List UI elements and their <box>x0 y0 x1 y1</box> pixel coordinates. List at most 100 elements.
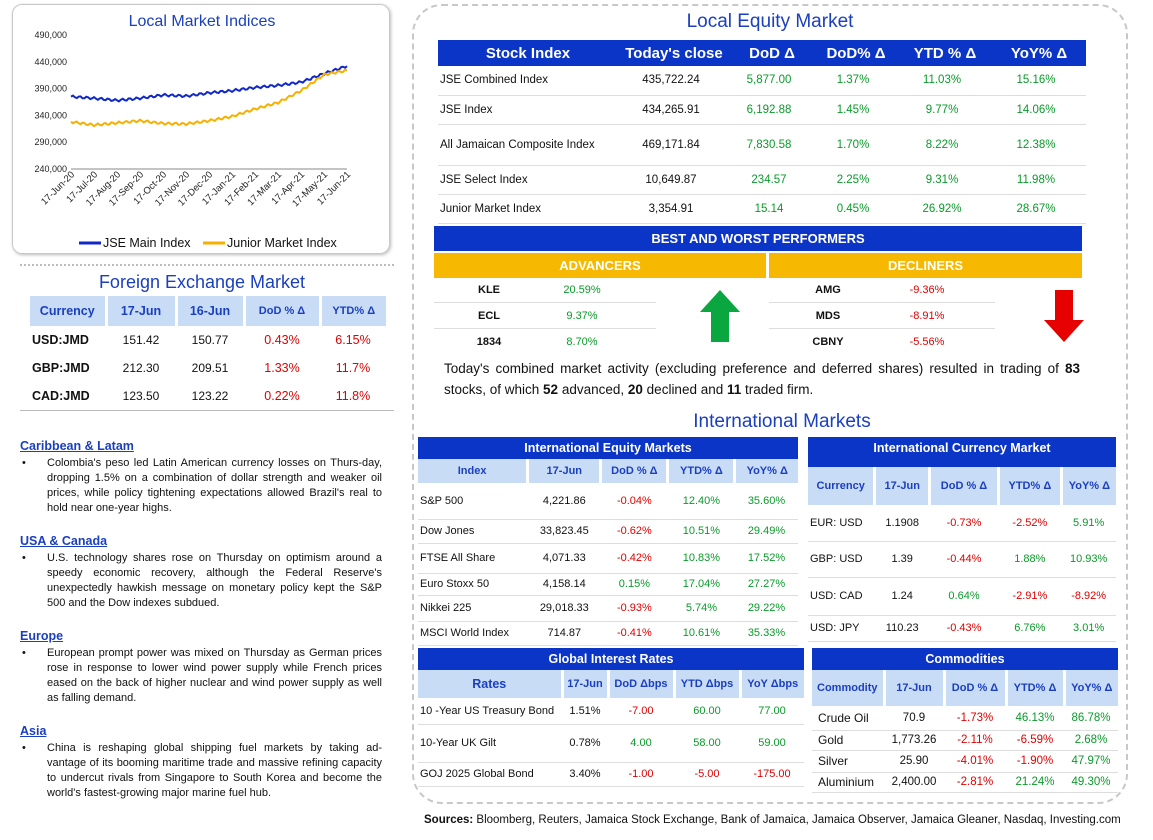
cell-value: 15.14 <box>730 194 814 224</box>
equity-col: YoY% Δ <box>1010 44 1068 62</box>
cell-value: 10,649.87 <box>618 165 730 195</box>
table-row: Aluminium 2,400.00 -2.81% 21.24% 49.30% <box>812 772 1118 793</box>
news-text: Colombia's peso led Latin American curre… <box>20 456 382 516</box>
news-europe: Europe European prompt power was mixed o… <box>20 629 382 706</box>
cell-value: 2.25% <box>814 165 898 195</box>
news-text: China is reshaping global shipping fuel … <box>20 741 382 801</box>
col: 17-Jun <box>873 467 930 505</box>
table-row: Crude Oil 70.9 -1.73% 46.13% 86.78% <box>812 706 1118 731</box>
cell-value: -2.52% <box>998 505 1062 542</box>
cell-value: 70.9 <box>884 706 944 731</box>
cell-value: 1.45% <box>814 95 898 125</box>
fx-ytd: 11.7% <box>335 361 371 375</box>
fx-ytd: 6.15% <box>335 333 371 347</box>
cell-value: 110.23 <box>874 615 930 642</box>
news-text: U.S. technology shares rose on Thursday … <box>20 551 382 611</box>
table-row: GBP: USD 1.39 -0.44% 1.88% 10.93% <box>808 541 1116 578</box>
news-text: European prompt power was mixed on Thurs… <box>20 646 382 706</box>
cell-value: 6.76% <box>998 615 1062 642</box>
intl-equity-section: International Equity Markets Index 17-Ju… <box>418 437 798 646</box>
cell-value: 35.33% <box>734 621 798 646</box>
y-tick-label: 290,000 <box>34 137 67 147</box>
series-line-jse-main <box>70 65 348 103</box>
fx-col-17jun: 17-Jun <box>106 296 178 326</box>
list-item: AMG -9.36% <box>769 277 995 303</box>
fx-row: CAD:JMD 123.50 123.22 0.22% 11.8% <box>30 382 386 410</box>
row-label: Crude Oil <box>812 706 884 731</box>
cell-value: -4.01% <box>944 750 1006 773</box>
news-heading[interactable]: USA & Canada <box>20 534 108 548</box>
cell-value: 0.78% <box>562 724 608 763</box>
cell-value: -175.00 <box>740 762 804 787</box>
commodities-table: Commodity 17-Jun DoD % Δ YTD% Δ YoY% Δ C… <box>812 670 1118 793</box>
col: 17-Jun <box>526 459 601 483</box>
cell-value: 26.92% <box>898 194 992 224</box>
y-tick-label: 340,000 <box>34 110 67 120</box>
table-row: JSE Index 434,265.91 6,192.88 1.45% 9.77% 14.… <box>438 95 1086 125</box>
cell-value: -1.73% <box>944 706 1006 731</box>
news-heading[interactable]: Asia <box>20 724 47 738</box>
equity-table: Stock Index Today's close DoD Δ DoD% Δ Y… <box>438 40 1086 224</box>
cell-value: 46.13% <box>1006 706 1064 731</box>
cell-value: 10.51% <box>667 519 735 544</box>
change: 20.59% <box>563 284 601 296</box>
legend-label: Junior Market Index <box>227 236 338 250</box>
table-row: 10-Year UK Gilt 0.78% 4.00 58.00 59.00 <box>418 724 804 763</box>
ticker: ECL <box>478 310 500 322</box>
cell-value: -0.43% <box>929 615 999 642</box>
row-label: Nikkei 225 <box>418 595 528 622</box>
table-row: Nikkei 225 29,018.33 -0.93% 5.74% 29.22% <box>418 595 798 622</box>
market-summary: Today's combined market activity (exclud… <box>444 358 1080 400</box>
cell-value: 1.24 <box>874 577 930 616</box>
cell-value: 1.88% <box>998 541 1062 578</box>
table-row: USD: JPY 110.23 -0.43% 6.76% 3.01% <box>808 615 1116 642</box>
cell-value: 25.90 <box>884 750 944 773</box>
col: YTD% Δ <box>666 459 735 483</box>
cell-value: -0.93% <box>600 595 668 622</box>
summary-text: traded firm. <box>741 382 814 397</box>
row-label: EUR: USD <box>808 505 875 542</box>
table-row: USD: CAD 1.24 0.64% -2.91% -8.92% <box>808 577 1116 616</box>
fx-currency: CAD:JMD <box>32 389 90 403</box>
table-row: Silver 25.90 -4.01% -1.90% 47.97% <box>812 750 1118 773</box>
news-heading[interactable]: Caribbean & Latam <box>20 439 134 453</box>
cell-value: 47.97% <box>1064 750 1118 773</box>
legend-label: JSE Main Index <box>103 236 191 250</box>
cell-value: 434,265.91 <box>618 95 730 125</box>
cell-value: 77.00 <box>740 698 804 725</box>
col: 17-Jun <box>882 670 944 706</box>
summary-advanced: 52 <box>543 382 559 397</box>
cell-value: 1.70% <box>814 124 898 166</box>
row-label: S&P 500 <box>418 483 528 520</box>
fx-ytd: 11.8% <box>335 389 371 403</box>
news-heading[interactable]: Europe <box>20 629 64 643</box>
cell-value: 3.40% <box>562 762 608 787</box>
change: 9.37% <box>566 310 598 322</box>
col: YTD Δbps <box>672 670 740 698</box>
y-tick-label: 390,000 <box>34 84 67 94</box>
cell-value: 10.61% <box>667 621 735 646</box>
local-indices-chart: 490,000 440,000 390,000 340,000 290,000 240,0… <box>34 30 353 250</box>
cell-value: -0.42% <box>600 543 668 574</box>
change: -9.36% <box>909 284 945 296</box>
cell-value: 15.16% <box>992 66 1086 96</box>
cell-value: 10.83% <box>667 543 735 574</box>
cell-value: -1.00 <box>608 762 674 787</box>
cell-value: 11.98% <box>992 165 1086 195</box>
row-label: MSCI World Index <box>418 621 528 646</box>
cell-value: 1.51% <box>562 698 608 725</box>
list-item: 1834 8.70% <box>434 329 656 355</box>
row-label: Junior Market Index <box>438 194 618 224</box>
row-label: USD: CAD <box>808 577 875 616</box>
intl-equity-title: International Equity Markets <box>418 437 798 459</box>
row-label: JSE Combined Index <box>438 66 618 96</box>
rates-title: Global Interest Rates <box>418 648 804 670</box>
list-item: ECL 9.37% <box>434 303 656 329</box>
advancers-list: KLE 20.59% ECL 9.37% 1834 8.70% <box>434 277 656 355</box>
col: Index <box>457 465 487 477</box>
list-item: CBNY -5.56% <box>769 329 995 355</box>
row-label: USD: JPY <box>808 615 875 642</box>
list-item: MDS -8.91% <box>769 303 995 329</box>
equity-col: Today's close <box>625 44 723 62</box>
local-indices-chart-panel: Local Market Indices 490,000 440,000 390,0… <box>12 4 390 254</box>
